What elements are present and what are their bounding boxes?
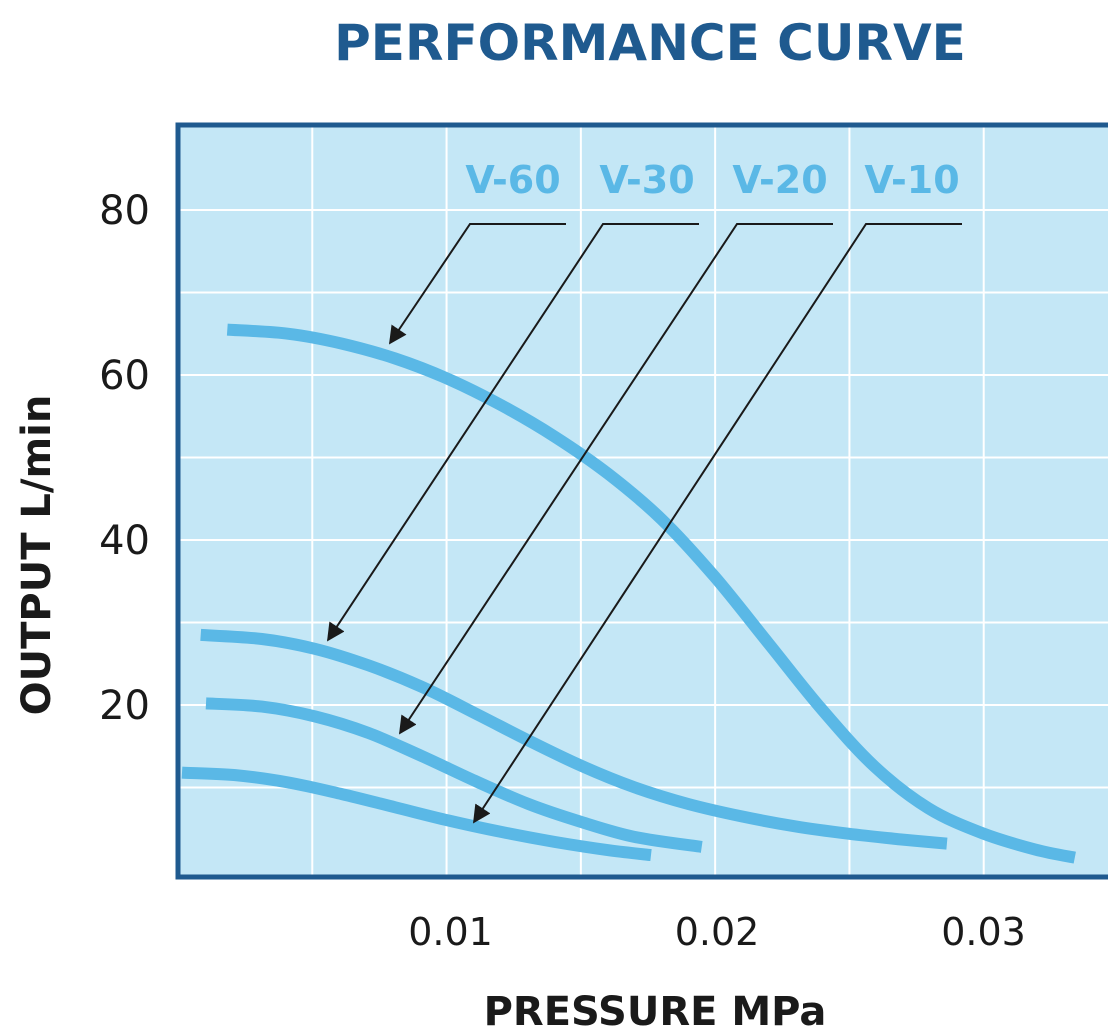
x-axis-ticks: 0.01 0.02 0.03 xyxy=(408,910,1026,954)
series-labels: V-60 V-30 V-20 V-10 xyxy=(465,158,959,202)
y-tick-label: 80 xyxy=(99,188,150,234)
label-arrows xyxy=(327,223,962,824)
y-tick-label: 60 xyxy=(99,353,150,399)
series-label-v-10: V-10 xyxy=(864,158,959,202)
series-line-v-60 xyxy=(226,323,1076,864)
y-axis-title: OUTPUT L/min xyxy=(14,395,60,716)
y-axis-ticks: 20 40 60 80 xyxy=(99,188,150,729)
series-label-v-20: V-20 xyxy=(732,158,827,202)
arrow-v-20 xyxy=(399,223,833,735)
series-line-v-20 xyxy=(205,697,703,853)
series-label-v-60: V-60 xyxy=(465,158,560,202)
plot-frame xyxy=(175,122,1108,880)
arrow-v-30 xyxy=(327,223,699,642)
chart-title: PERFORMANCE CURVE xyxy=(334,14,966,72)
x-tick-label: 0.02 xyxy=(675,910,760,954)
y-tick-label: 40 xyxy=(99,518,150,564)
series-curves xyxy=(181,323,1076,864)
x-tick-label: 0.01 xyxy=(408,910,493,954)
y-tick-label: 20 xyxy=(99,683,150,729)
x-tick-label: 0.03 xyxy=(941,910,1026,954)
x-axis-title: PRESSURE MPa xyxy=(484,989,827,1030)
arrow-v-10 xyxy=(473,223,962,824)
series-line-v-10 xyxy=(181,766,652,862)
series-line-v-30 xyxy=(200,628,948,850)
series-label-v-30: V-30 xyxy=(599,158,694,202)
arrow-v-60 xyxy=(388,223,566,345)
